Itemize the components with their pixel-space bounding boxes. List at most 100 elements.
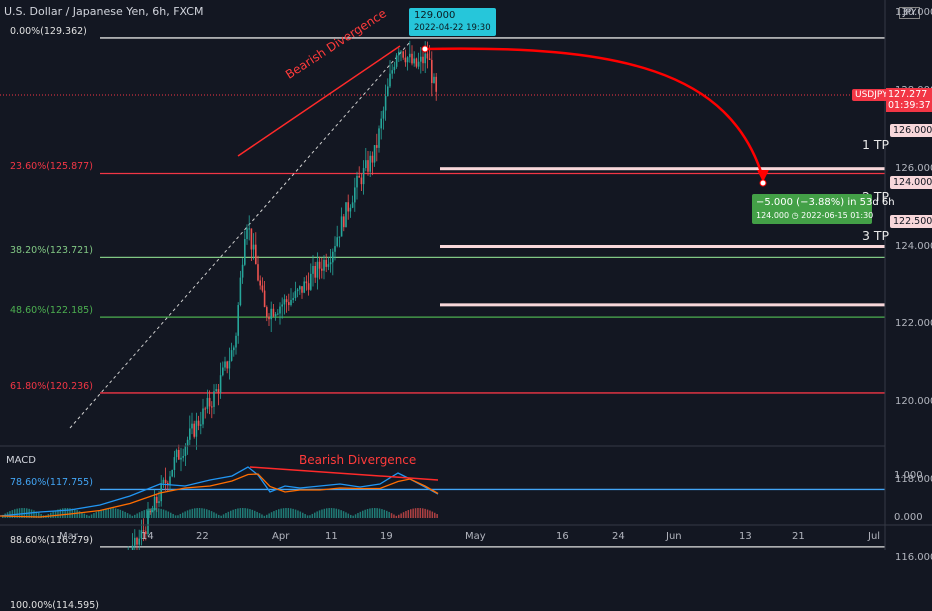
candle-body [239,277,242,306]
candle-body [384,96,387,111]
candle-body [211,406,213,408]
candle-body [422,56,424,64]
macd-histogram-bar [126,513,129,518]
macd-histogram-bar [134,514,136,518]
macd-histogram-bar [328,508,330,518]
candle-body [305,281,308,284]
macd-histogram-bar [174,515,177,518]
candle-body [316,261,319,278]
macd-histogram-bar [345,512,347,518]
macd-histogram-bar [278,509,280,518]
candle-body [237,305,239,336]
candle-body [180,457,182,460]
price-tick: 126.000 [895,162,932,174]
candle-body [312,266,314,274]
macd-histogram-bar [352,515,354,518]
macd-histogram-bar [407,510,410,518]
macd-histogram-bar [122,510,124,518]
macd-histogram-bar [129,514,131,518]
projection-info-box: −5.000 (−3.88%) in 53d 6h 124.000 ◷ 2022… [752,194,895,224]
candle-body [329,262,332,265]
candle-body [230,350,233,361]
candle-body [292,298,294,300]
candle-body [195,420,198,437]
macd-histogram-bar [246,508,249,518]
macd-histogram-bar [405,511,407,518]
macd-histogram-bar [64,508,66,518]
time-tick: 21 [792,531,805,542]
macd-histogram-bar [282,508,285,518]
macd-histogram-bar [270,512,273,518]
macd-histogram-bar [114,508,117,518]
macd-histogram-bar [383,509,386,518]
macd-histogram-bar [371,508,374,518]
macd-histogram-bar [338,509,340,518]
macd-histogram-bar [110,508,112,518]
candle-countdown: 01:39:37 [888,100,931,111]
last-price-badge[interactable]: 127.277 01:39:37 [886,88,932,112]
candle-body [217,389,220,393]
macd-histogram-bar [323,508,326,518]
take-profit-line[interactable] [440,245,885,248]
candle-body [136,537,138,545]
candle-body [424,53,426,64]
fib-label: 88.60%(116.279) [10,534,93,546]
candle-body [290,299,292,306]
fibonacci-levels [100,37,885,548]
macd-histogram-bar [131,515,134,518]
candle-body [327,264,330,267]
candle-body [272,308,275,317]
macd-histogram-bar [155,508,158,518]
currency-button[interactable]: JPY [899,7,921,19]
macd-histogram-bar [201,508,203,518]
macd-histogram-bar [263,515,266,518]
macd-histogram-bar [150,508,153,518]
macd-histogram-bar [119,509,122,518]
arrow-end-point[interactable] [759,179,767,187]
symbol-badge[interactable]: USDJPY [852,89,891,101]
candle-body [156,496,158,504]
take-profit-line[interactable] [440,303,885,307]
candle-body [389,73,391,87]
time-tick: Mar [59,531,78,542]
macd-histogram-bar [81,512,83,518]
macd-histogram-bar [311,513,314,518]
candle-body [387,86,389,97]
projection-target-date: 124.000 ◷ 2022-06-15 01:30 [756,209,873,222]
macd-histogram-bar [388,511,390,518]
candle-body [426,53,429,59]
candle-body [303,281,305,293]
macd-histogram-bar [419,508,422,518]
macd-histogram-bar [400,513,402,518]
candle-body [213,391,215,407]
macd-histogram-bar [275,510,278,518]
arrow-start-point[interactable] [421,45,429,53]
macd-histogram-bar [292,508,294,518]
macd-histogram-bar [290,508,292,518]
macd-histogram-bar [309,515,311,518]
candle-body [323,259,325,271]
macd-histogram-bar [14,509,16,518]
macd-histogram-bar [40,513,42,518]
candle-body [140,530,143,539]
macd-histogram-bar [148,508,150,518]
candle-body [222,367,224,376]
tp1-label: 1 TP [862,137,890,152]
price-tick: 122.000 [895,318,932,330]
macd-histogram-bar [117,509,119,518]
fib-label: 0.00%(129.362) [10,25,87,37]
candle-body [189,428,191,440]
take-profit-line[interactable] [440,167,885,171]
candle-body [354,187,356,203]
macd-histogram-bar [412,508,414,518]
macd-axis-high: 1.000 [894,470,923,481]
candle-body [391,70,393,74]
macd-histogram-bar [316,511,318,518]
chart-canvas[interactable] [0,0,932,550]
macd-histogram-bar [227,511,230,518]
tp1-axis-badge: 126.000 [890,124,932,137]
tp3-axis-badge: 122.500 [890,215,932,228]
macd-histogram-bar [215,513,218,518]
macd-histogram-bar [249,509,251,518]
macd-histogram-bar [261,514,263,518]
